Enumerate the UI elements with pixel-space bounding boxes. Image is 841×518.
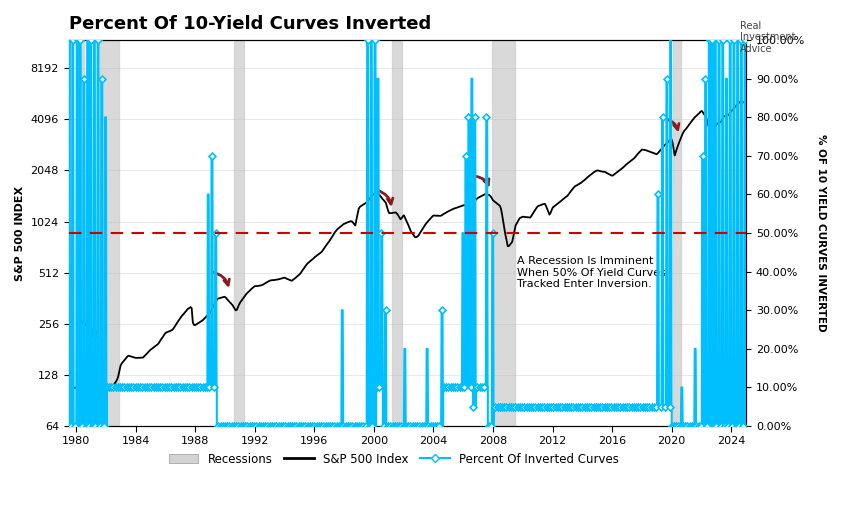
Y-axis label: S&P 500 INDEX: S&P 500 INDEX [15,185,25,281]
Bar [491,40,516,426]
Text: Real
Investment
Advice: Real Investment Advice [740,21,796,54]
Bar [76,40,83,426]
Y-axis label: % OF 10 YIELD CURVES INVERTED: % OF 10 YIELD CURVES INVERTED [816,134,826,332]
Text: A Recession Is Imminent
When 50% Of Yield Curves
Tracked Enter Inversion.: A Recession Is Imminent When 50% Of Yiel… [517,256,666,290]
Bar [100,40,119,426]
Text: Percent Of 10-Yield Curves Inverted: Percent Of 10-Yield Curves Inverted [69,15,431,33]
Bar [392,40,402,426]
Bar [674,40,680,426]
Bar [234,40,245,426]
Legend: Recessions, S&P 500 Index, Percent Of Inverted Curves: Recessions, S&P 500 Index, Percent Of In… [164,448,624,470]
